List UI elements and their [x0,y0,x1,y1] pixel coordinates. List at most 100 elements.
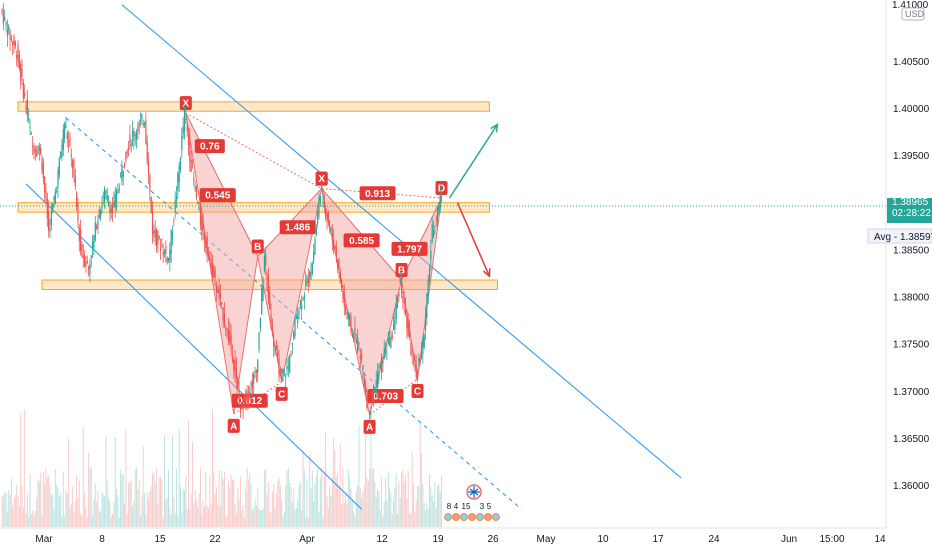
volume-bar [45,468,47,527]
candle-body [271,326,273,331]
candle-body [266,273,268,281]
candle-body [76,192,78,207]
volume-bar [259,510,261,527]
candle-body [390,337,392,349]
candle-body [189,137,191,162]
candle-body [177,173,179,191]
volume-bar [36,497,38,527]
volume-bar [24,409,26,527]
volume-bar [162,517,164,527]
candle-body [388,337,391,346]
volume-bar [25,513,27,527]
candle-body [46,198,48,219]
volume-bar [255,505,257,527]
volume-bar [20,414,22,527]
volume-bar [257,487,259,527]
candle-body [13,36,15,47]
volume-bar [291,502,293,527]
pattern-1-point-D-bg [435,181,448,195]
candle-body [133,130,135,141]
candle-body [346,312,348,314]
volume-bar [305,516,307,527]
candle-body [315,227,317,236]
candle-body [92,241,94,248]
candle-body [286,365,288,370]
candle-body [107,203,110,206]
x-tick-3: 22 [209,534,221,545]
flag-cross-icon [468,486,480,498]
volume-bar [403,481,405,527]
volume-bar [138,479,140,527]
candle-body [211,262,214,277]
volume-bar [427,508,429,527]
volume-bar [350,487,352,527]
pattern-1-ratio-3: 0.703 [373,392,398,403]
candle-body [333,240,335,249]
event-marker-dot [484,513,492,521]
x-tick-10: 17 [652,534,664,545]
volume-bar [1,495,3,527]
volume-bar [238,499,240,527]
x-tick-5: 12 [376,534,388,545]
volume-bar [205,471,207,527]
volume-bar [418,486,420,527]
candle-body [353,335,355,340]
y-tick-1: 1.36500 [893,434,930,445]
volume-bar [106,480,108,527]
candle-body [418,358,420,363]
volume-bar [423,502,425,527]
candle-body [357,337,359,353]
volume-bar [154,482,156,527]
candle-body [82,255,84,259]
candle-body [318,198,320,216]
volume-bar [44,484,46,527]
volume-bar [6,511,8,527]
candle-body [40,147,42,155]
volume-bar [421,453,423,527]
volume-bar [331,476,333,527]
pattern-1-ratio-0: 0.913 [365,189,390,200]
candle-body [307,278,309,283]
event-markers[interactable]: 8 4 15 3 5 [444,484,500,521]
volume-bar [56,484,58,527]
volume-bar [346,503,348,527]
volume-bar [330,495,332,527]
volume-bar [386,500,388,527]
pattern-0-point-C-bg [275,386,288,401]
upper-channel [121,4,682,479]
candle-body [414,359,416,363]
volume-bar [318,512,320,527]
candle-body [298,311,300,316]
volume-bar [98,510,100,527]
candle-body [137,125,139,133]
candle-body [337,260,339,269]
volume-bar [401,472,403,527]
candle-body [121,167,123,181]
volume-bar [108,497,110,527]
zone-mid-resistance [17,202,490,213]
candle-body [349,314,351,319]
event-marker-dot [452,513,460,521]
volume-bar [299,481,301,527]
volume-bar [102,494,104,527]
volume-bar [225,517,227,527]
bearish-projection-shaft [456,202,491,277]
currency-badge[interactable] [901,7,925,21]
volume-bar [353,511,355,527]
volume-bar [69,507,71,527]
volume-bar [2,497,4,527]
candle-body [233,359,235,371]
candle-body [123,162,126,167]
candle-body [323,200,325,208]
candle-body [375,380,377,386]
candle-body [2,13,4,24]
volume-bar [282,517,284,527]
volume-bar [132,506,134,527]
candle-body [355,340,357,344]
volume-bar [86,517,88,527]
event-marker-dot [460,513,468,521]
pattern-0-point-B: B [254,242,261,253]
volume-bar [241,510,243,527]
